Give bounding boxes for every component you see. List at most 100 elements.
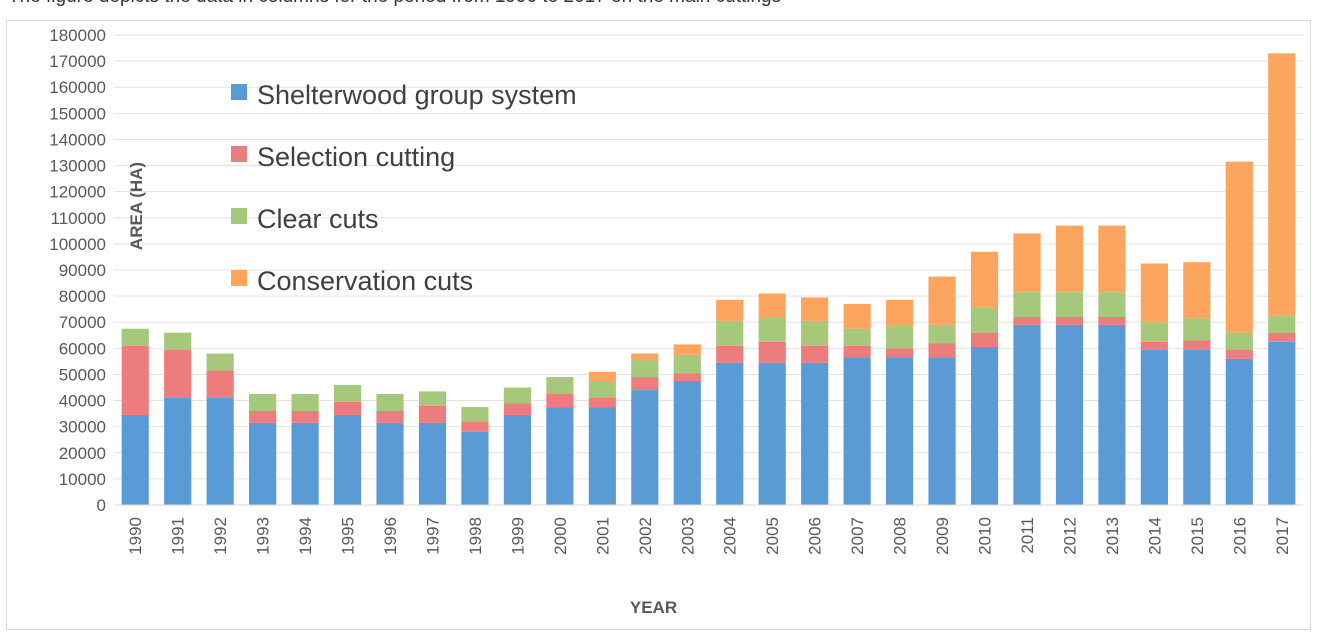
bar-segment-shelterwood-group-system [1098, 324, 1126, 505]
y-tick-label: 100000 [49, 235, 106, 254]
bar-segment-clear-cuts [758, 317, 786, 342]
bar-segment-selection-cutting [333, 401, 362, 415]
bar-segment-shelterwood-group-system [886, 357, 914, 505]
bar-segment-shelterwood-group-system [843, 357, 871, 505]
bar-segment-selection-cutting [843, 345, 871, 358]
bar-segment-selection-cutting [1268, 332, 1296, 342]
y-tick-label: 0 [97, 496, 106, 515]
x-tick-label: 2017 [1273, 517, 1292, 555]
x-tick-label: 1994 [296, 517, 315, 555]
bar-segment-selection-cutting [928, 343, 956, 358]
x-axis-title: YEAR [630, 598, 677, 617]
bar-segment-conservation-cuts [1225, 161, 1253, 333]
x-tick-label: 1995 [339, 517, 358, 555]
y-tick-label: 120000 [49, 183, 106, 202]
x-tick-label: 1993 [254, 517, 273, 555]
bar-segment-clear-cuts [376, 394, 404, 411]
bar-segment-selection-cutting [673, 373, 701, 381]
bar-segment-conservation-cuts [673, 344, 701, 355]
bar-segment-selection-cutting [206, 370, 234, 398]
bar-segment-shelterwood-group-system [631, 390, 659, 505]
bar-segment-selection-cutting [716, 345, 744, 363]
x-tick-label: 2006 [806, 517, 825, 555]
bar-segment-shelterwood-group-system [418, 422, 447, 505]
legend-label: Conservation cuts [257, 266, 473, 296]
bar-segment-conservation-cuts [758, 293, 786, 317]
x-tick-label: 2016 [1230, 517, 1249, 555]
legend-label: Clear cuts [257, 204, 379, 234]
bar-segment-selection-cutting [588, 397, 616, 408]
bar-segment-clear-cuts [716, 320, 744, 346]
x-tick-label: 2000 [551, 517, 570, 555]
y-tick-label: 40000 [59, 392, 106, 411]
bar-segment-shelterwood-group-system [758, 362, 786, 505]
bar-segment-shelterwood-group-system [249, 422, 277, 505]
bar-segment-clear-cuts [333, 384, 362, 402]
bar-segment-shelterwood-group-system [1055, 324, 1084, 505]
bar-segment-conservation-cuts [1098, 225, 1126, 293]
bar-segment-conservation-cuts [588, 371, 616, 381]
bar-segment-clear-cuts [1013, 292, 1041, 317]
bar-segment-clear-cuts [588, 380, 616, 398]
stacked-bar-chart: 0 10000 20000 30000 40000 50000 60000 70000 8000… [49, 26, 1303, 617]
bar-segment-conservation-cuts [1183, 262, 1211, 319]
bar-segment-clear-cuts [546, 377, 574, 395]
y-tick-label: 10000 [59, 470, 106, 489]
x-tick-label: 1996 [381, 517, 400, 555]
y-tick-label: 110000 [51, 209, 106, 228]
bar-segment-shelterwood-group-system [588, 407, 616, 505]
x-tick-label: 2012 [1060, 517, 1079, 555]
bar-segment-clear-cuts [206, 353, 234, 371]
bar-segment-shelterwood-group-system [1268, 341, 1296, 505]
bar-segment-selection-cutting [503, 403, 531, 415]
y-tick-label: 180000 [49, 26, 106, 45]
bar-segment-shelterwood-group-system [546, 407, 574, 505]
bar-segment-conservation-cuts [716, 300, 744, 321]
legend-swatch [231, 84, 247, 100]
y-tick-label: 60000 [59, 339, 106, 358]
bar-segment-shelterwood-group-system [716, 362, 744, 505]
bar-segment-conservation-cuts [970, 251, 999, 308]
legend-label: Shelterwood group system [257, 80, 577, 110]
bar-segment-shelterwood-group-system [291, 422, 319, 505]
bar-segment-conservation-cuts [631, 353, 659, 361]
x-tick-label: 1990 [126, 517, 145, 555]
bar-segment-selection-cutting [461, 421, 489, 432]
y-tick-label: 140000 [49, 130, 106, 149]
y-tick-label: 150000 [49, 104, 106, 123]
bar-segment-clear-cuts [461, 407, 489, 422]
bar-segment-clear-cuts [1225, 332, 1253, 350]
bar-segment-clear-cuts [503, 387, 531, 404]
bar-segment-selection-cutting [758, 341, 786, 363]
x-tick-label: 2003 [678, 517, 697, 555]
x-tick-label: 2013 [1103, 517, 1122, 555]
y-tick-label: 130000 [49, 157, 106, 176]
bar-segment-clear-cuts [801, 320, 829, 346]
bar-segment-clear-cuts [928, 324, 956, 344]
bar-segment-clear-cuts [1183, 318, 1211, 341]
x-tick-label: 2004 [721, 517, 740, 555]
x-tick-label: 2008 [891, 517, 910, 555]
bar-segment-shelterwood-group-system [376, 422, 404, 505]
y-tick-label: 70000 [59, 313, 106, 332]
bar-segment-selection-cutting [631, 377, 659, 391]
bar-segment-clear-cuts [843, 328, 871, 346]
bar-segment-selection-cutting [121, 345, 149, 415]
x-tick-label: 2010 [976, 517, 995, 555]
bar-segment-shelterwood-group-system [164, 397, 192, 505]
bar-segment-shelterwood-group-system [1140, 349, 1168, 505]
y-tick-label: 80000 [59, 287, 106, 306]
bar-segment-clear-cuts [249, 394, 277, 411]
bar-segment-selection-cutting [164, 349, 192, 398]
x-tick-label: 2005 [763, 517, 782, 555]
y-tick-label: 30000 [59, 418, 106, 437]
bar-segment-selection-cutting [376, 411, 404, 423]
bar-segment-clear-cuts [673, 354, 701, 374]
x-tick-label: 2007 [848, 517, 867, 555]
bar-segment-selection-cutting [546, 394, 574, 408]
chart-frame: 0 10000 20000 30000 40000 50000 60000 70000 8000… [6, 20, 1311, 630]
bar-segment-clear-cuts [418, 391, 447, 406]
bar-segment-clear-cuts [1098, 292, 1126, 317]
bar-segment-shelterwood-group-system [970, 347, 999, 505]
bar-segment-selection-cutting [1140, 341, 1168, 350]
